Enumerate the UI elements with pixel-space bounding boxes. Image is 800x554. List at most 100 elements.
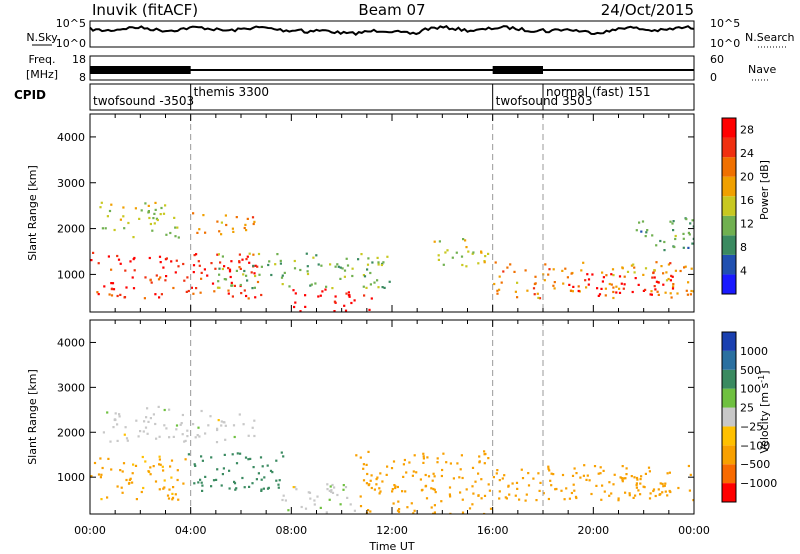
echo-cell	[268, 260, 271, 263]
echo-cell	[133, 269, 136, 272]
echo-cell	[524, 269, 527, 272]
echo-cell	[526, 289, 529, 292]
echo-cell	[382, 261, 385, 264]
echo-cell	[220, 484, 223, 487]
echo-cell	[597, 472, 600, 475]
echo-cell	[483, 450, 486, 453]
echo-cell	[381, 286, 384, 289]
echo-cell	[164, 279, 167, 282]
echo-cell	[577, 285, 580, 288]
echo-cell	[328, 489, 331, 492]
echo-cell	[667, 277, 670, 281]
echo-cell	[371, 261, 374, 264]
echo-cell	[570, 272, 573, 275]
echo-cell	[217, 253, 220, 256]
echo-cell	[685, 218, 688, 221]
echo-cell	[664, 291, 667, 294]
echo-cell	[151, 229, 154, 232]
echo-cell	[366, 268, 369, 271]
echo-cell	[222, 421, 225, 424]
echo-cell	[294, 301, 297, 304]
echo-cell	[166, 494, 170, 497]
echo-cell	[162, 266, 165, 269]
echo-cell	[402, 475, 405, 478]
echo-cell	[228, 268, 232, 271]
echo-cell	[461, 476, 464, 480]
echo-cell	[363, 275, 367, 278]
echo-cell	[163, 486, 166, 489]
echo-cell	[433, 504, 436, 507]
echo-cell	[555, 487, 558, 491]
echo-cell	[183, 279, 186, 282]
echo-cell	[386, 255, 389, 258]
echo-cell	[321, 290, 324, 293]
echo-cell	[498, 275, 501, 278]
echo-cell	[674, 269, 677, 272]
echo-cell	[514, 290, 517, 293]
echo-cell	[604, 294, 607, 297]
echo-cell	[149, 473, 152, 476]
echo-cell	[548, 469, 551, 472]
echo-cell	[549, 479, 552, 482]
echo-cell	[390, 467, 394, 470]
echo-cell	[633, 476, 636, 479]
echo-cell	[160, 293, 163, 296]
echo-cell	[602, 469, 605, 472]
echo-cell	[233, 480, 236, 483]
echo-cell	[679, 269, 682, 273]
echo-cell	[536, 292, 539, 295]
echo-cell	[432, 487, 435, 491]
echo-cell	[193, 482, 196, 485]
echo-cell	[143, 297, 146, 300]
echo-cell	[230, 284, 233, 287]
echo-cell	[147, 420, 150, 423]
echo-cell	[116, 439, 119, 442]
echo-cell	[617, 499, 620, 502]
echo-cell	[448, 486, 452, 489]
velocity-colorbar-swatch	[722, 426, 736, 446]
velocity-colorbar-tick-label: −100	[740, 439, 770, 452]
echo-cell	[427, 475, 431, 478]
echo-cell	[413, 454, 416, 457]
echo-cell	[246, 279, 249, 282]
echo-cell	[317, 263, 320, 266]
echo-cell	[325, 511, 328, 514]
echo-cell	[383, 286, 386, 289]
echo-cell	[147, 470, 150, 473]
echo-cell	[106, 496, 109, 499]
echo-cell	[220, 233, 223, 236]
echo-cell	[144, 202, 147, 205]
echo-cell	[154, 422, 157, 426]
echo-cell	[459, 468, 462, 471]
echo-cell	[169, 231, 172, 235]
echo-cell	[362, 274, 365, 277]
echo-cell	[459, 491, 462, 494]
echo-cell	[392, 460, 396, 463]
echo-cell	[480, 250, 483, 253]
echo-cell	[160, 206, 163, 210]
echo-cell	[404, 490, 407, 493]
echo-cell	[524, 499, 527, 502]
echo-cell	[534, 282, 537, 285]
echo-cell	[673, 245, 676, 249]
echo-cell	[432, 472, 435, 475]
echo-cell	[172, 435, 175, 438]
echo-cell	[228, 270, 232, 273]
echo-cell	[176, 478, 179, 482]
echo-cell	[351, 274, 354, 278]
echo-cell	[220, 221, 223, 224]
echo-cell	[202, 214, 205, 217]
echo-cell	[118, 415, 121, 418]
echo-cell	[253, 220, 256, 223]
echo-cell	[141, 455, 144, 459]
echo-cell	[538, 297, 542, 300]
echo-cell	[568, 283, 571, 286]
echo-cell	[477, 472, 480, 475]
echo-cell	[445, 461, 448, 464]
echo-cell	[434, 491, 437, 494]
echo-cell	[307, 491, 310, 494]
echo-cell	[391, 490, 394, 493]
echo-cell	[168, 488, 171, 491]
echo-cell	[500, 281, 503, 284]
echo-cell	[231, 453, 234, 456]
